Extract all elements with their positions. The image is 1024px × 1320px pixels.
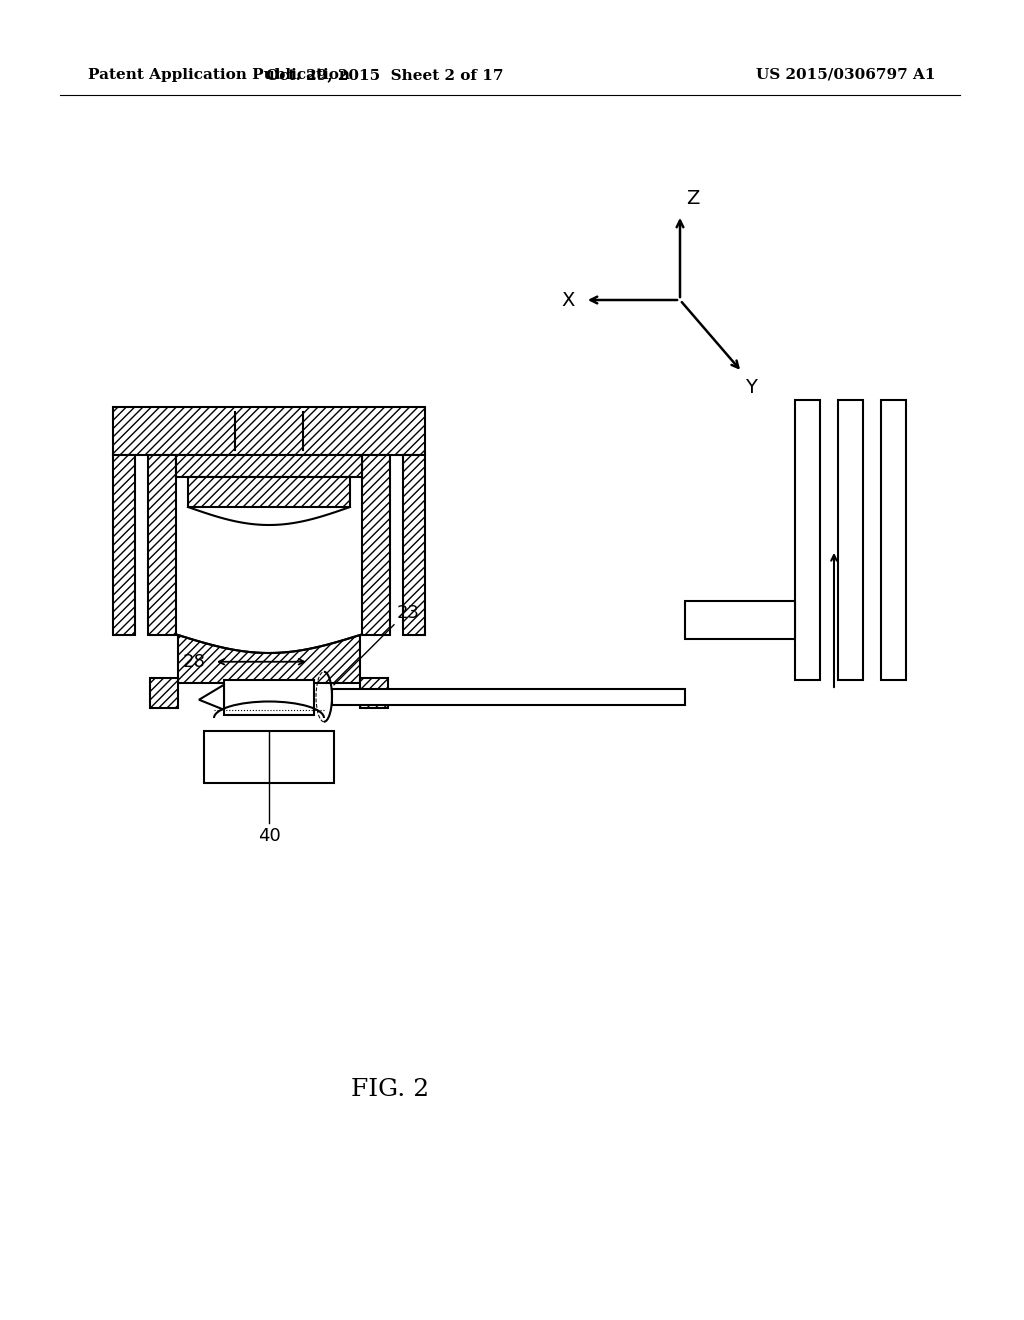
Text: FIG. 2: FIG. 2 <box>351 1078 429 1101</box>
Bar <box>113 407 425 455</box>
Bar <box>204 731 334 783</box>
Text: Patent Application Publication: Patent Application Publication <box>88 69 350 82</box>
Bar <box>150 678 178 708</box>
Text: 40: 40 <box>258 828 281 845</box>
Bar <box>148 455 176 635</box>
Polygon shape <box>178 635 360 682</box>
Bar <box>685 601 795 639</box>
Text: X: X <box>561 290 575 309</box>
Bar <box>838 400 863 680</box>
Bar <box>113 455 135 635</box>
Text: Y: Y <box>745 378 757 397</box>
Bar <box>360 678 388 708</box>
Bar <box>403 455 425 635</box>
Text: Oct. 29, 2015  Sheet 2 of 17: Oct. 29, 2015 Sheet 2 of 17 <box>266 69 504 82</box>
Text: 23: 23 <box>397 603 420 622</box>
Bar <box>224 680 314 714</box>
Bar <box>332 689 685 705</box>
Bar <box>881 400 906 680</box>
Bar <box>176 455 362 477</box>
Bar <box>795 400 820 680</box>
Text: 28: 28 <box>183 653 206 671</box>
Text: Z: Z <box>686 189 699 209</box>
Polygon shape <box>199 685 224 710</box>
Bar <box>362 455 390 635</box>
Text: US 2015/0306797 A1: US 2015/0306797 A1 <box>756 69 935 82</box>
Bar <box>188 477 350 507</box>
